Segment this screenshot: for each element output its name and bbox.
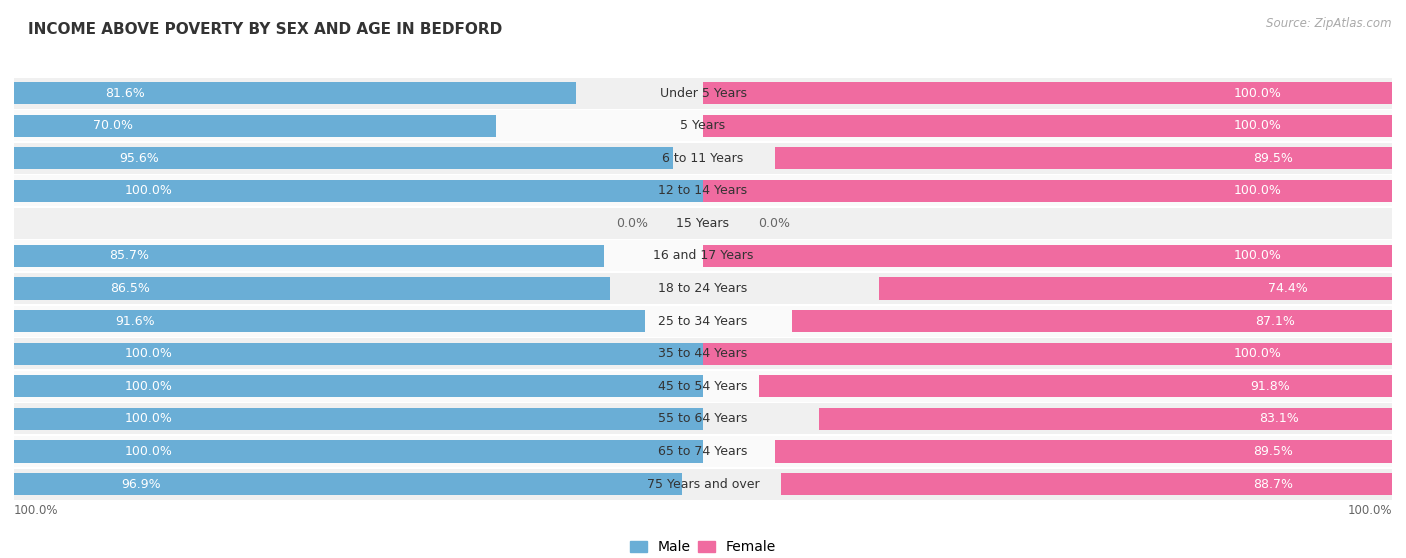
Text: INCOME ABOVE POVERTY BY SEX AND AGE IN BEDFORD: INCOME ABOVE POVERTY BY SEX AND AGE IN B…: [28, 22, 502, 37]
Text: 18 to 24 Years: 18 to 24 Years: [658, 282, 748, 295]
Bar: [14, 82, 576, 104]
Bar: [14, 147, 672, 169]
Text: 100.0%: 100.0%: [1347, 504, 1392, 517]
Text: 95.6%: 95.6%: [120, 152, 159, 165]
Bar: [780, 473, 1392, 495]
Text: 100.0%: 100.0%: [1234, 86, 1282, 99]
Text: 91.8%: 91.8%: [1250, 380, 1291, 393]
Text: 88.7%: 88.7%: [1253, 478, 1294, 490]
Text: 75 Years and over: 75 Years and over: [647, 478, 759, 490]
Bar: [14, 277, 610, 300]
Bar: [14, 310, 645, 332]
Bar: [14, 78, 1392, 108]
Bar: [14, 110, 1392, 141]
Bar: [14, 469, 1392, 499]
Bar: [14, 143, 1392, 174]
Bar: [14, 343, 703, 365]
Text: 96.9%: 96.9%: [121, 478, 160, 490]
Text: 0.0%: 0.0%: [616, 217, 648, 230]
Text: 85.7%: 85.7%: [110, 249, 149, 262]
Bar: [14, 175, 1392, 206]
Text: 86.5%: 86.5%: [110, 282, 150, 295]
Text: 100.0%: 100.0%: [1234, 184, 1282, 198]
Bar: [14, 240, 1392, 271]
Text: 83.1%: 83.1%: [1260, 412, 1299, 425]
Bar: [14, 440, 703, 463]
Bar: [703, 343, 1392, 365]
Bar: [14, 371, 1392, 402]
Bar: [820, 408, 1392, 430]
Bar: [14, 338, 1392, 369]
Text: 45 to 54 Years: 45 to 54 Years: [658, 380, 748, 393]
Text: 74.4%: 74.4%: [1268, 282, 1308, 295]
Text: 100.0%: 100.0%: [124, 412, 172, 425]
Bar: [775, 147, 1392, 169]
Text: 100.0%: 100.0%: [124, 184, 172, 198]
Bar: [14, 408, 703, 430]
Text: 100.0%: 100.0%: [1234, 347, 1282, 360]
Text: 15 Years: 15 Years: [676, 217, 730, 230]
Text: 91.6%: 91.6%: [115, 315, 155, 328]
Bar: [14, 375, 703, 397]
Legend: Male, Female: Male, Female: [624, 535, 782, 558]
Text: 100.0%: 100.0%: [124, 380, 172, 393]
Text: 55 to 64 Years: 55 to 64 Years: [658, 412, 748, 425]
Bar: [792, 310, 1392, 332]
Text: 12 to 14 Years: 12 to 14 Years: [658, 184, 748, 198]
Bar: [14, 273, 1392, 304]
Bar: [703, 180, 1392, 202]
Text: 70.0%: 70.0%: [93, 119, 134, 132]
Bar: [879, 277, 1392, 300]
Bar: [703, 245, 1392, 267]
Text: 100.0%: 100.0%: [124, 445, 172, 458]
Bar: [14, 208, 1392, 239]
Bar: [14, 436, 1392, 467]
Bar: [775, 440, 1392, 463]
Bar: [14, 306, 1392, 336]
Bar: [14, 245, 605, 267]
Text: 87.1%: 87.1%: [1256, 315, 1295, 328]
Text: 0.0%: 0.0%: [758, 217, 790, 230]
Text: 16 and 17 Years: 16 and 17 Years: [652, 249, 754, 262]
Text: 5 Years: 5 Years: [681, 119, 725, 132]
Text: 81.6%: 81.6%: [105, 86, 145, 99]
Bar: [14, 403, 1392, 434]
Text: 100.0%: 100.0%: [1234, 249, 1282, 262]
Bar: [703, 114, 1392, 137]
Text: 35 to 44 Years: 35 to 44 Years: [658, 347, 748, 360]
Text: Under 5 Years: Under 5 Years: [659, 86, 747, 99]
Bar: [14, 114, 496, 137]
Bar: [14, 180, 703, 202]
Bar: [759, 375, 1392, 397]
Text: 100.0%: 100.0%: [14, 504, 59, 517]
Text: 65 to 74 Years: 65 to 74 Years: [658, 445, 748, 458]
Text: Source: ZipAtlas.com: Source: ZipAtlas.com: [1267, 17, 1392, 30]
Text: 25 to 34 Years: 25 to 34 Years: [658, 315, 748, 328]
Text: 100.0%: 100.0%: [124, 347, 172, 360]
Text: 89.5%: 89.5%: [1253, 445, 1292, 458]
Text: 6 to 11 Years: 6 to 11 Years: [662, 152, 744, 165]
Text: 100.0%: 100.0%: [1234, 119, 1282, 132]
Text: 89.5%: 89.5%: [1253, 152, 1292, 165]
Bar: [703, 82, 1392, 104]
Bar: [14, 473, 682, 495]
